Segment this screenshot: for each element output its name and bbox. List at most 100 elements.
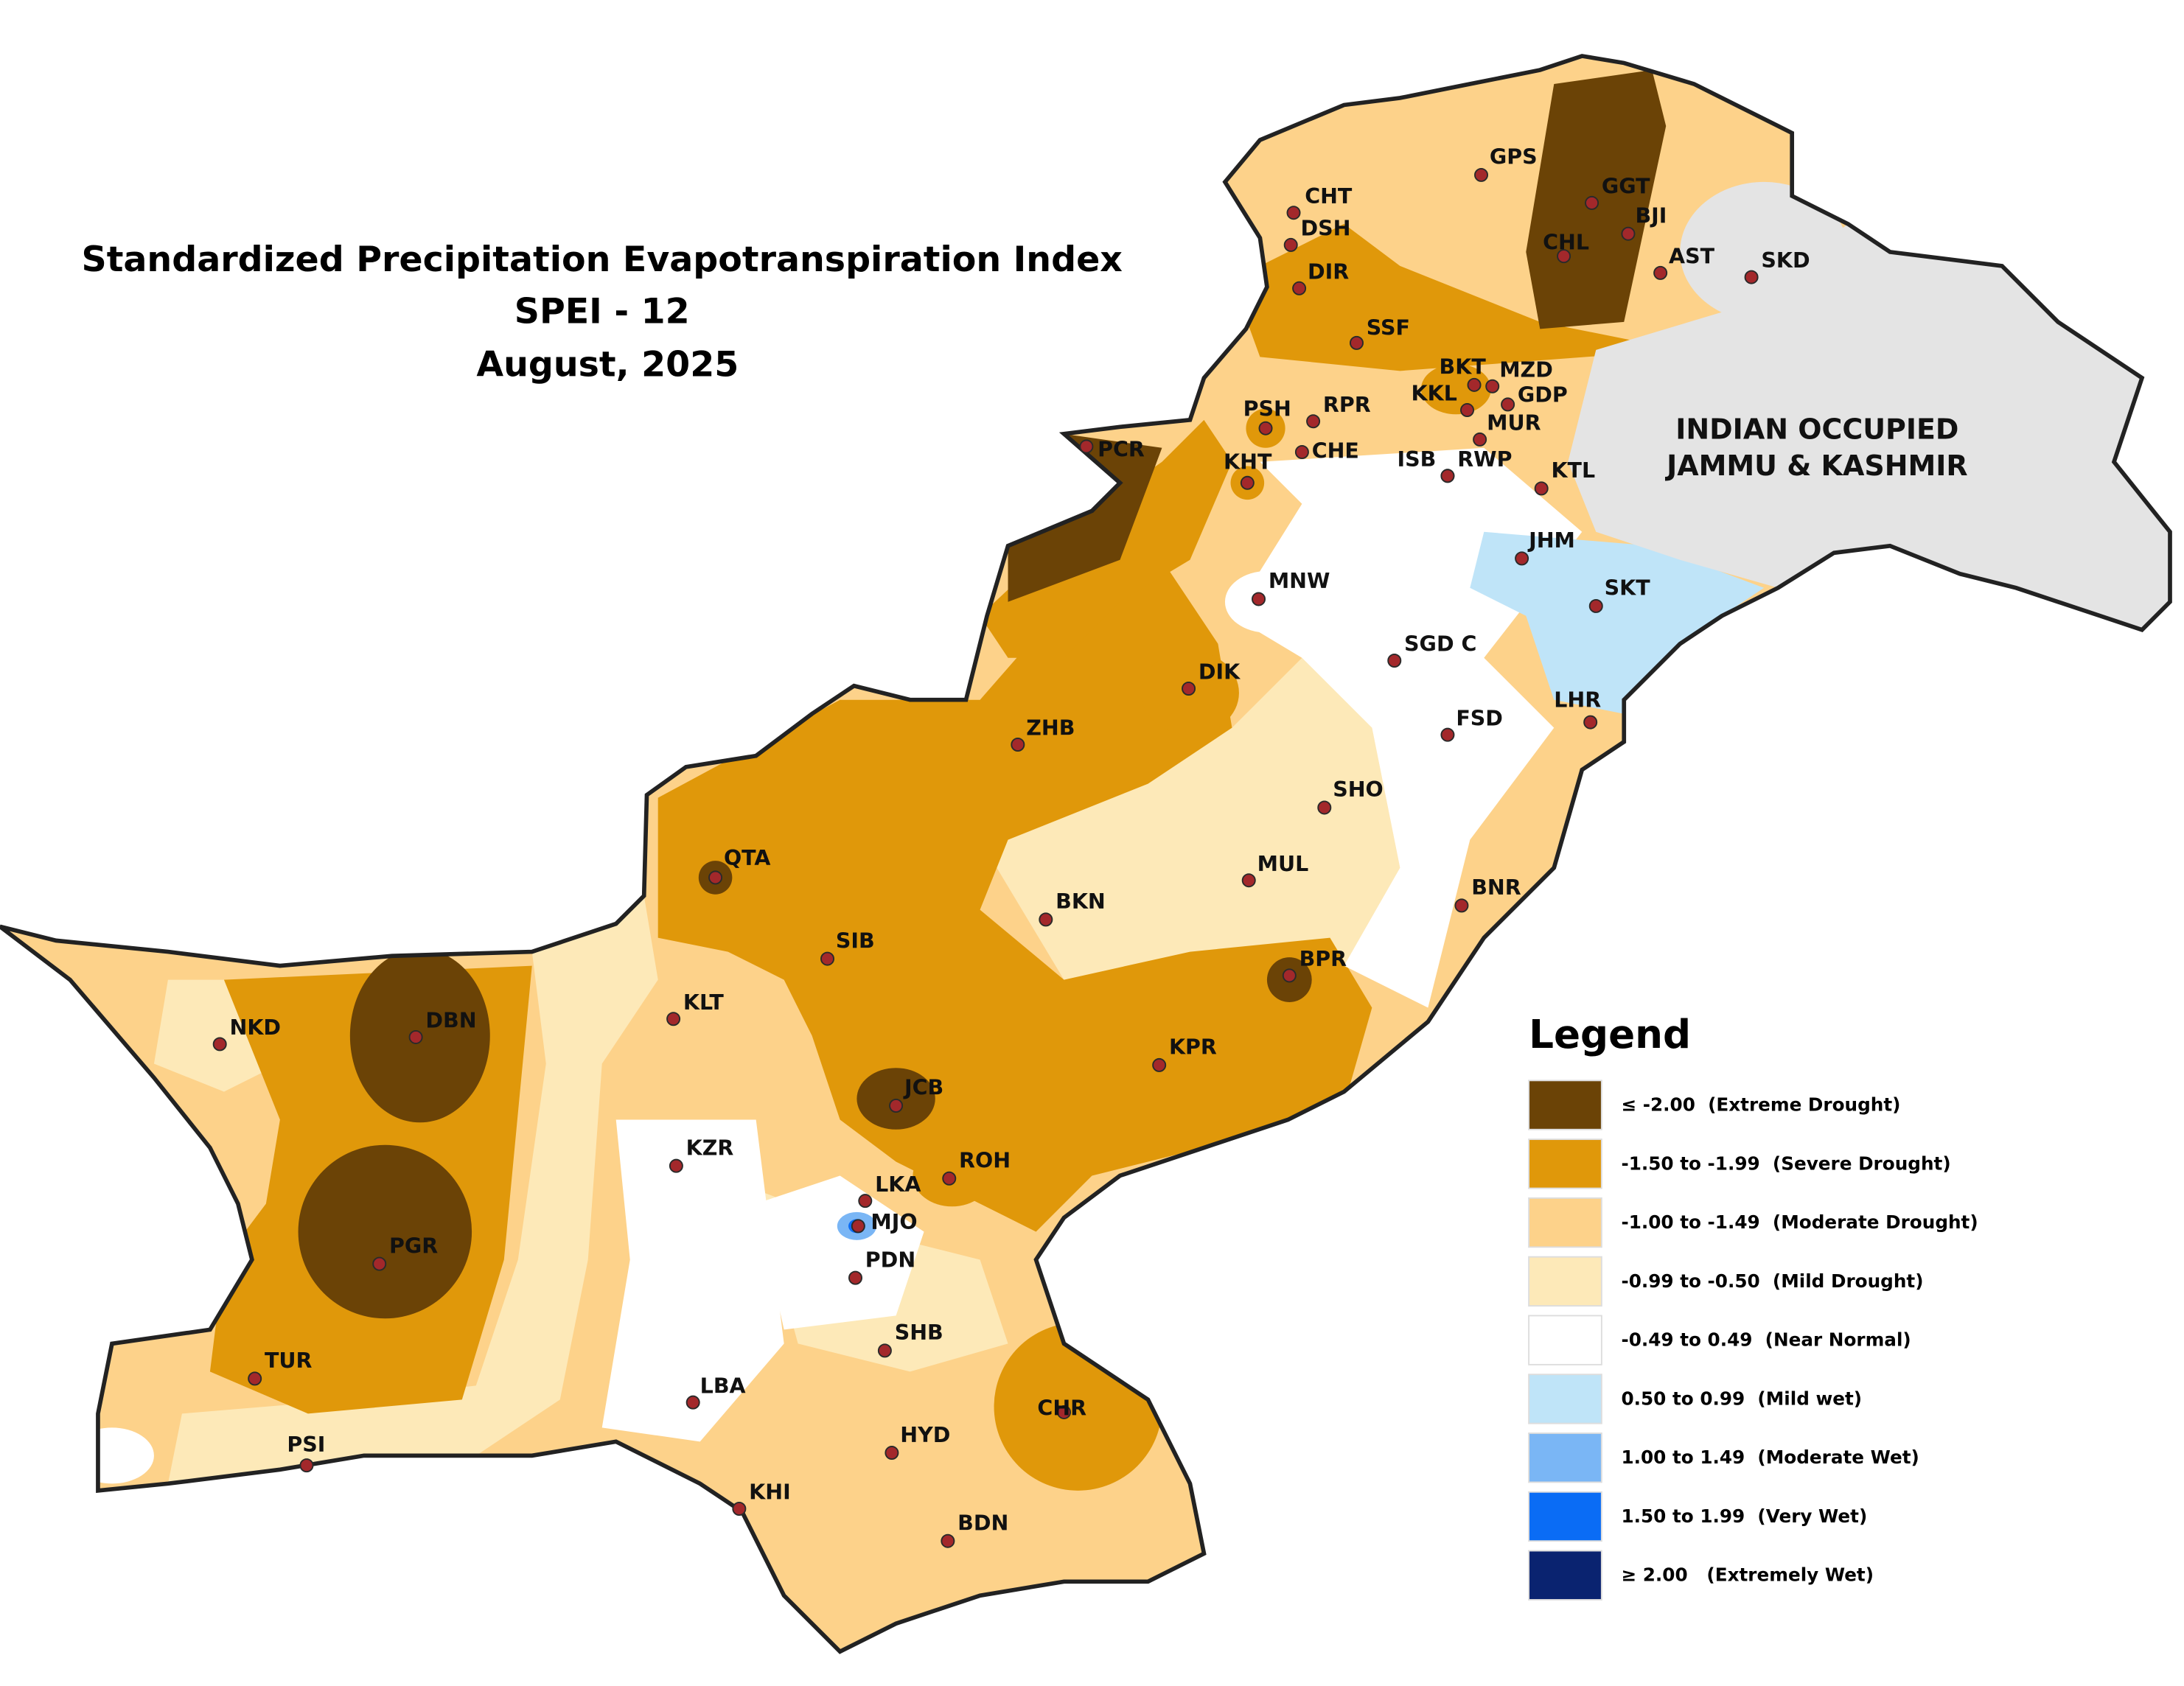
station-dot [408, 1029, 423, 1044]
legend-label: ≥ 2.00 (Extremely Wet) [1621, 1564, 1874, 1586]
station-label: SKT [1605, 576, 1651, 601]
station-dot [1283, 237, 1298, 252]
station-dot [372, 1256, 387, 1271]
zone [69, 1427, 154, 1484]
legend-swatch [1528, 1138, 1602, 1189]
legend: Legend ≤ -2.00 (Extreme Drought) -1.50 to… [1528, 1012, 1978, 1601]
station-dot [1585, 195, 1599, 210]
station-label: PDN [865, 1248, 915, 1272]
station-dot [889, 1099, 904, 1113]
station-dot [1583, 715, 1598, 730]
station-dot [248, 1371, 262, 1386]
station-dot [1534, 481, 1549, 496]
stations: GPS CHT DSH GGT BJI CHL AST SKD DIR SSF BKT MZD KKL G… [212, 145, 1810, 1548]
station-label: KTL [1551, 458, 1595, 483]
station-dot [942, 1171, 957, 1186]
legend-label: 1.00 to 1.49 (Moderate Wet) [1621, 1447, 1919, 1468]
legend-label: 1.50 to 1.99 (Very Wet) [1621, 1505, 1867, 1527]
station-dot [1294, 445, 1309, 460]
station-label: KZR [686, 1136, 734, 1160]
station-label: CHE [1312, 439, 1359, 464]
map-title: Standardized Precipitation Evapotranspir… [82, 239, 1123, 280]
station-label: CHL [1543, 231, 1589, 255]
station-label: MUR [1487, 411, 1541, 436]
legend-swatch [1528, 1374, 1602, 1424]
station-dot [1252, 592, 1266, 606]
disputed-region [1680, 181, 1849, 322]
station-label: PSI [287, 1433, 325, 1457]
station-label: MZD [1499, 357, 1553, 382]
station-label: SHO [1333, 777, 1384, 802]
station-dot [1588, 598, 1603, 613]
zone [1232, 223, 1681, 371]
station-label: BKN [1056, 889, 1106, 914]
station-label: HYD [900, 1423, 950, 1447]
station-dot [1467, 377, 1482, 392]
region-label: JAMMU & KASHMIR [1664, 450, 1968, 482]
zone [1470, 531, 1765, 714]
station-label: GDP [1518, 383, 1568, 407]
station-label: LKA [875, 1172, 921, 1197]
legend-swatch [1528, 1433, 1602, 1483]
station-dot [1485, 379, 1500, 393]
station-label: FSD [1456, 706, 1503, 730]
station-dot [1057, 1405, 1072, 1419]
station-label: SIB [836, 928, 875, 953]
station-dot [732, 1502, 747, 1517]
zone [1008, 433, 1162, 602]
station-dot [858, 1194, 873, 1208]
station-label: CHR [1037, 1396, 1086, 1421]
station-dot [820, 951, 835, 966]
disputed-region [1568, 223, 2171, 630]
station-label: BNR [1471, 875, 1521, 900]
station-label: BKT [1440, 355, 1487, 379]
station-label: ZHB [1026, 716, 1075, 741]
station-label: RWP [1457, 447, 1512, 472]
region-label: INDIAN OCCUPIED [1675, 413, 1958, 446]
zone [298, 1144, 472, 1319]
station-dot [1515, 551, 1529, 566]
station-dot [1460, 403, 1475, 418]
station-dot [1349, 335, 1364, 350]
legend-swatch [1528, 1550, 1602, 1601]
station-dot [1744, 270, 1759, 284]
station-label: MJO [871, 1210, 917, 1234]
station-dot [877, 1343, 892, 1358]
station-label: JCB [903, 1076, 943, 1100]
station-dot [851, 1219, 865, 1234]
station-dot [1258, 421, 1273, 436]
zone [756, 1175, 924, 1330]
legend-title: Legend [1529, 1012, 1691, 1057]
station-dot [1474, 167, 1489, 182]
station-dot [1079, 439, 1094, 454]
station-dot [1653, 265, 1668, 280]
station-label: BPR [1299, 947, 1347, 971]
station-dot [1317, 800, 1332, 815]
legend-label: ≤ -2.00 (Extreme Drought) [1621, 1094, 1900, 1116]
station-dot [1241, 873, 1256, 888]
station-label: DSH [1301, 217, 1351, 241]
station-dot [1440, 469, 1455, 483]
station-label: PCR [1098, 438, 1145, 462]
station-dot [666, 1012, 681, 1026]
station-label: KKL [1412, 382, 1457, 406]
station-label: SKD [1761, 248, 1810, 273]
station-dot [1292, 281, 1307, 295]
station-label: QTA [724, 846, 770, 870]
station-label: AST [1669, 244, 1715, 268]
station-label: ISB [1398, 447, 1437, 472]
legend-swatch [1528, 1197, 1602, 1248]
station-label: LHR [1554, 688, 1601, 713]
station-dot [1621, 226, 1636, 241]
station-label: DIR [1308, 259, 1349, 284]
station-dot [1440, 727, 1455, 742]
station-label: PGR [389, 1234, 438, 1258]
station-label: KPR [1169, 1035, 1217, 1060]
station-dot [1240, 475, 1255, 490]
station-label: TUR [265, 1349, 313, 1373]
station-dot [212, 1037, 227, 1052]
station-dot [1286, 206, 1301, 220]
station-dot [941, 1533, 955, 1548]
legend-label: 0.50 to 0.99 (Mild wet) [1621, 1388, 1862, 1409]
